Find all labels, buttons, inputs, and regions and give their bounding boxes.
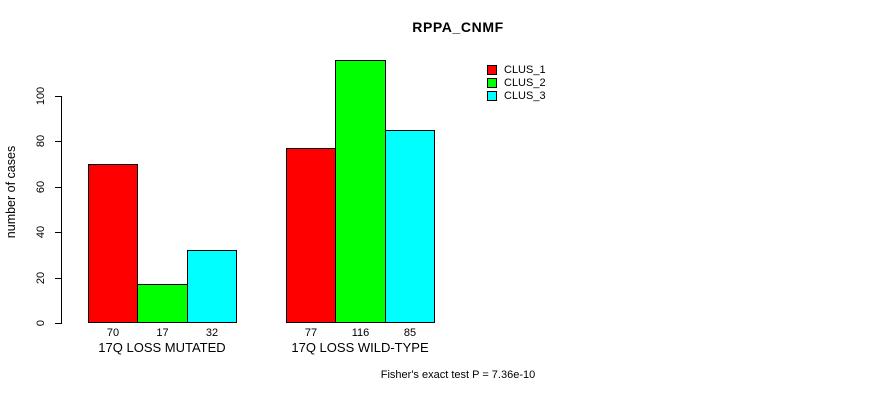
y-axis-tick-label: 80 (35, 134, 47, 148)
legend-label: CLUS_3 (504, 89, 546, 102)
bar-clus_3-group1 (187, 250, 237, 323)
y-axis-tick-label: 60 (35, 180, 47, 194)
legend-label: CLUS_2 (504, 76, 546, 89)
y-axis-tick-label: 100 (35, 86, 47, 106)
bar-clus_2-group1 (137, 284, 188, 323)
bar-value-label: 116 (351, 327, 370, 339)
y-axis-label: number of cases (4, 145, 18, 239)
y-axis-tick (55, 323, 61, 324)
bar-value-label: 70 (106, 327, 120, 339)
y-axis-tick-label: 40 (35, 225, 47, 239)
y-axis-tick (55, 278, 61, 279)
y-axis-tick (55, 96, 61, 97)
category-label: 17Q LOSS WILD-TYPE (291, 340, 429, 355)
legend-item-clus_1: CLUS_1 (487, 63, 546, 76)
y-axis-tick-label: 20 (35, 271, 47, 285)
y-axis-tick (55, 141, 61, 142)
bar-value-label: 85 (403, 327, 417, 339)
legend-swatch-clus_3 (487, 90, 497, 101)
legend-item-clus_2: CLUS_2 (487, 76, 546, 89)
legend-swatch-clus_2 (487, 77, 497, 88)
y-axis-tick (55, 187, 61, 188)
bar-clus_3-group2 (385, 130, 435, 323)
y-axis-tick (55, 232, 61, 233)
legend-label: CLUS_1 (504, 63, 546, 76)
legend-swatch-clus_1 (487, 64, 497, 75)
legend-item-clus_3: CLUS_3 (487, 89, 546, 102)
bar-clus_1-group1 (88, 164, 138, 323)
y-axis-tick-label: 0 (35, 319, 47, 327)
bar-value-label: 32 (205, 327, 219, 339)
category-label: 17Q LOSS MUTATED (98, 340, 226, 355)
y-axis-line (61, 96, 62, 324)
bar-value-label: 77 (304, 327, 318, 339)
chart-title: RPPA_CNMF (412, 19, 504, 35)
bar-value-label: 17 (156, 327, 169, 339)
bar-clus_2-group2 (335, 60, 386, 323)
bar-clus_1-group2 (286, 148, 336, 323)
annotation-text: Fisher's exact test P = 7.36e-10 (380, 369, 536, 381)
